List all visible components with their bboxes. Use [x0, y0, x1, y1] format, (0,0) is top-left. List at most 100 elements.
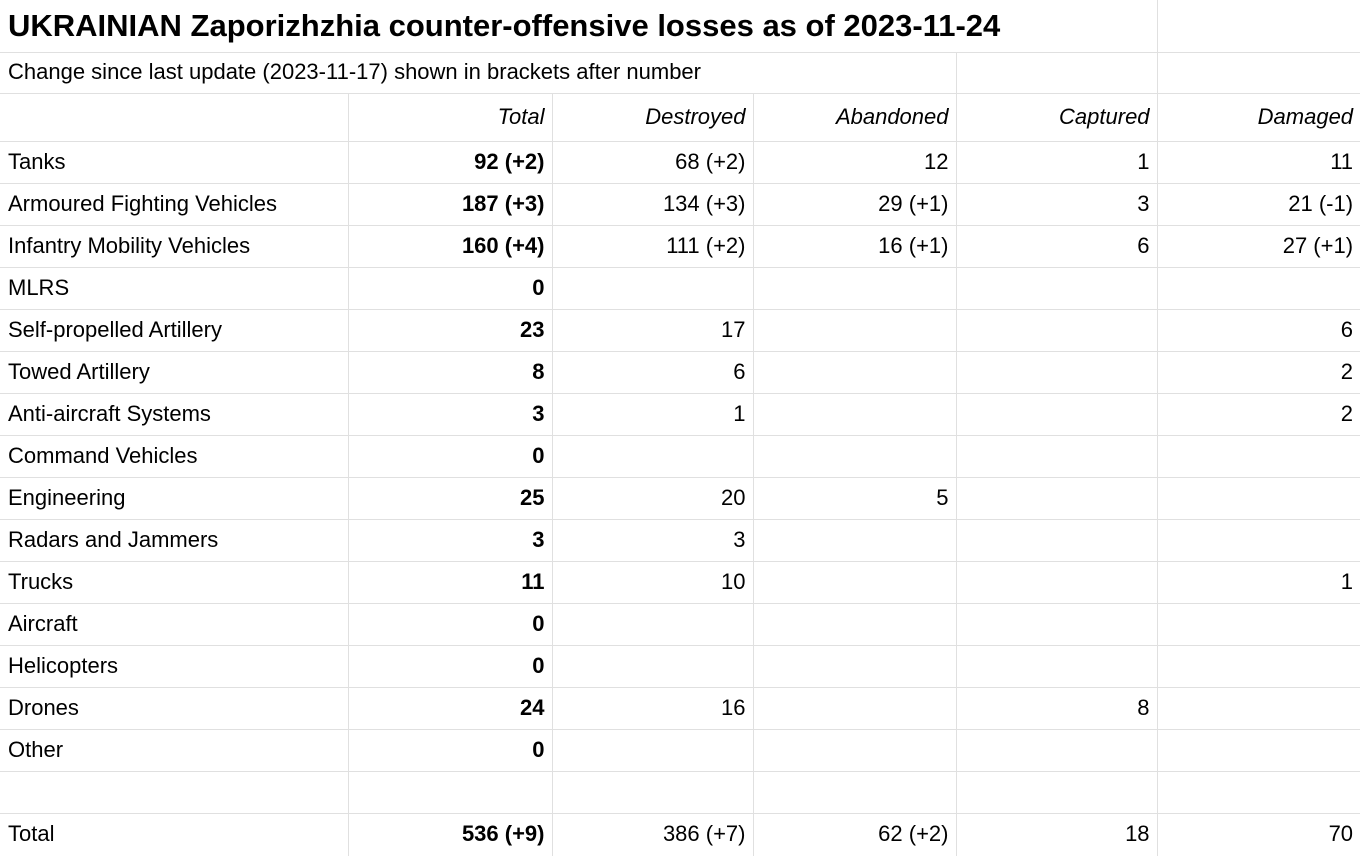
cell-damaged: [1156, 644, 1360, 688]
subtitle-note: Change since last update (2023-11-17) sh…: [0, 51, 957, 94]
table-row: Trucks 11 10 1: [0, 560, 1360, 604]
cell-abandoned: [752, 266, 957, 310]
cell-damaged: 21 (-1): [1156, 182, 1360, 226]
cell-abandoned: [752, 308, 957, 352]
cell-destroyed: 20: [551, 476, 754, 520]
row-label: Aircraft: [0, 602, 349, 646]
cell-abandoned: [752, 392, 957, 436]
cell-total: 24: [347, 686, 553, 730]
row-label: Engineering: [0, 476, 349, 520]
column-header-destroyed: Destroyed: [551, 92, 754, 142]
cell-captured: 18: [955, 812, 1158, 856]
corner-empty-cell: [0, 92, 349, 142]
table-row: Armoured Fighting Vehicles 187 (+3) 134 (+…: [0, 182, 1360, 226]
cell-destroyed: [551, 434, 754, 478]
cell-abandoned: [752, 518, 957, 562]
table-row: Self-propelled Artillery 23 17 6: [0, 308, 1360, 352]
cell-total: 0: [347, 728, 553, 772]
row-label: Radars and Jammers: [0, 518, 349, 562]
cell-destroyed: 10: [551, 560, 754, 604]
page-title: UKRAINIAN Zaporizhzhia counter-offensive…: [0, 0, 1158, 53]
row-label: Tanks: [0, 140, 349, 184]
row-label: Infantry Mobility Vehicles: [0, 224, 349, 268]
cell-destroyed: [551, 602, 754, 646]
cell-captured: 6: [955, 224, 1158, 268]
cell-abandoned: 62 (+2): [752, 812, 957, 856]
cell-abandoned: 12: [752, 140, 957, 184]
cell-destroyed: 111 (+2): [551, 224, 754, 268]
cell-captured: [955, 602, 1158, 646]
table-row: Towed Artillery 8 6 2: [0, 350, 1360, 394]
column-header-total: Total: [347, 92, 553, 142]
empty-cell: [1156, 0, 1360, 53]
total-row: Total 536 (+9) 386 (+7) 62 (+2) 18 70: [0, 812, 1360, 856]
cell-captured: [955, 434, 1158, 478]
row-label: Towed Artillery: [0, 350, 349, 394]
cell-abandoned: [752, 560, 957, 604]
column-header-row: Total Destroyed Abandoned Captured Damag…: [0, 92, 1360, 142]
table-row: MLRS 0: [0, 266, 1360, 310]
cell-total: 0: [347, 644, 553, 688]
cell-total: 3: [347, 518, 553, 562]
cell-damaged: [1156, 602, 1360, 646]
row-label: Anti-aircraft Systems: [0, 392, 349, 436]
row-label: Armoured Fighting Vehicles: [0, 182, 349, 226]
cell-destroyed: 1: [551, 392, 754, 436]
cell-abandoned: 29 (+1): [752, 182, 957, 226]
cell-total: 92 (+2): [347, 140, 553, 184]
row-label: Other: [0, 728, 349, 772]
cell-damaged: 70: [1156, 812, 1360, 856]
cell-damaged: 11: [1156, 140, 1360, 184]
cell-destroyed: [551, 770, 754, 814]
cell-captured: [955, 308, 1158, 352]
cell-destroyed: [551, 644, 754, 688]
table-row: Aircraft 0: [0, 602, 1360, 646]
column-header-abandoned: Abandoned: [752, 92, 957, 142]
cell-captured: [955, 560, 1158, 604]
cell-abandoned: [752, 434, 957, 478]
cell-captured: [955, 518, 1158, 562]
spacer-row: [0, 770, 1360, 814]
cell-total: 0: [347, 266, 553, 310]
cell-abandoned: [752, 770, 957, 814]
table-row: Tanks 92 (+2) 68 (+2) 12 1 11: [0, 140, 1360, 184]
cell-captured: [955, 350, 1158, 394]
empty-cell: [955, 51, 1158, 94]
cell-captured: [955, 644, 1158, 688]
cell-captured: [955, 728, 1158, 772]
cell-damaged: 2: [1156, 392, 1360, 436]
row-label: Total: [0, 812, 349, 856]
table-row: Infantry Mobility Vehicles 160 (+4) 111 (+…: [0, 224, 1360, 268]
cell-total: 160 (+4): [347, 224, 553, 268]
row-label: Trucks: [0, 560, 349, 604]
table-row: Helicopters 0: [0, 644, 1360, 688]
cell-damaged: [1156, 770, 1360, 814]
cell-total: 0: [347, 434, 553, 478]
title-row: UKRAINIAN Zaporizhzhia counter-offensive…: [0, 0, 1360, 53]
cell-destroyed: 3: [551, 518, 754, 562]
cell-damaged: [1156, 728, 1360, 772]
cell-total: 8: [347, 350, 553, 394]
subtitle-row: Change since last update (2023-11-17) sh…: [0, 51, 1360, 94]
column-header-captured: Captured: [955, 92, 1158, 142]
cell-captured: [955, 392, 1158, 436]
column-header-damaged: Damaged: [1156, 92, 1360, 142]
cell-total: 3: [347, 392, 553, 436]
cell-abandoned: [752, 728, 957, 772]
cell-captured: [955, 476, 1158, 520]
cell-damaged: [1156, 518, 1360, 562]
table-row: Radars and Jammers 3 3: [0, 518, 1360, 562]
cell-damaged: 27 (+1): [1156, 224, 1360, 268]
row-label: Self-propelled Artillery: [0, 308, 349, 352]
cell-damaged: [1156, 686, 1360, 730]
cell-captured: [955, 770, 1158, 814]
cell-abandoned: [752, 686, 957, 730]
cell-total: [347, 770, 553, 814]
cell-destroyed: 134 (+3): [551, 182, 754, 226]
cell-total: 0: [347, 602, 553, 646]
cell-damaged: [1156, 476, 1360, 520]
cell-captured: [955, 266, 1158, 310]
